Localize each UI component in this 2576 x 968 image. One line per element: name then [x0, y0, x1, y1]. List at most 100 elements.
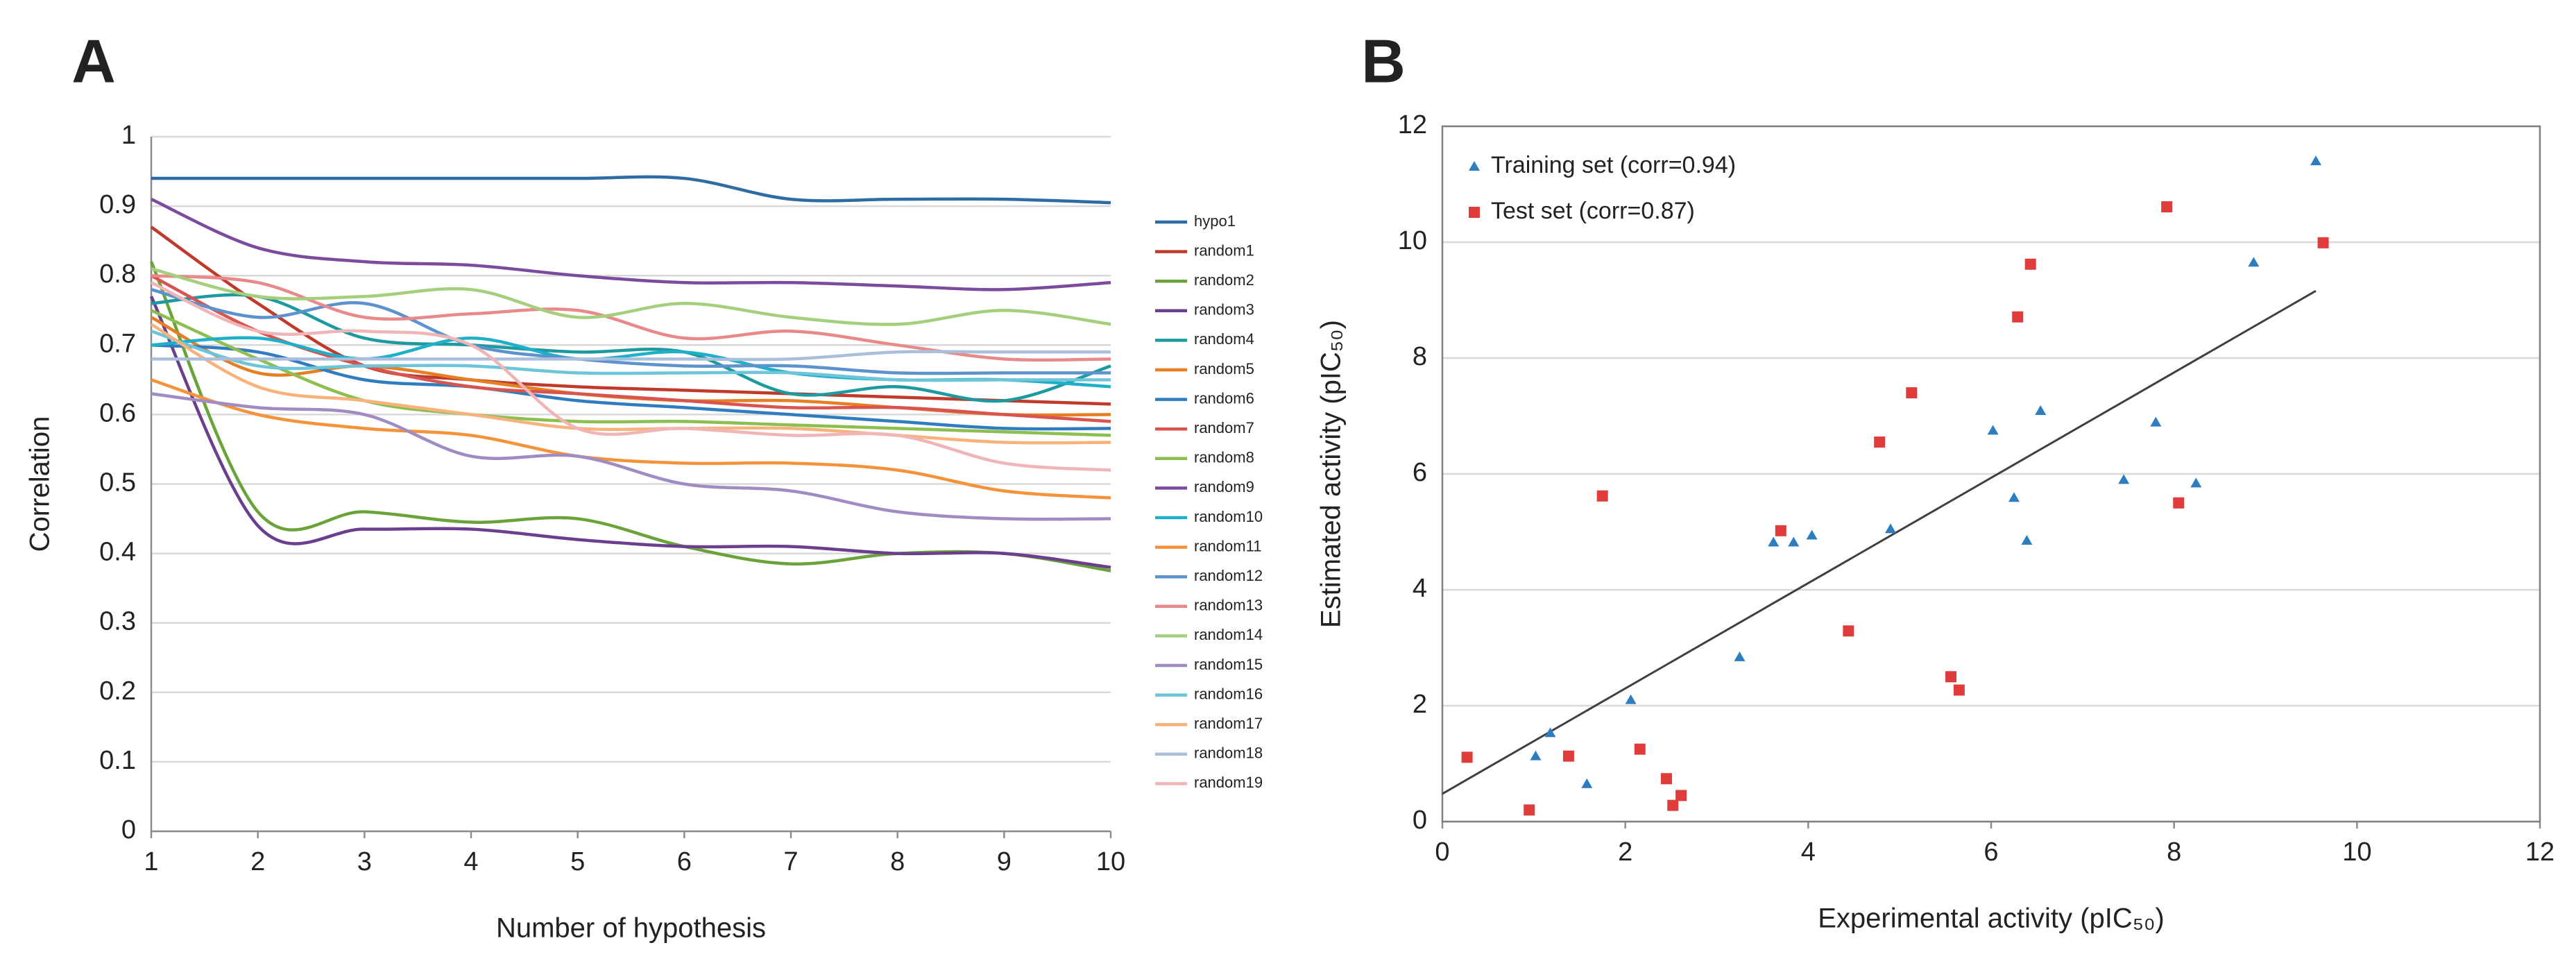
square-marker — [1562, 750, 1574, 762]
legend-label: random7 — [1194, 419, 1254, 436]
square-marker — [2161, 201, 2173, 213]
series-line — [151, 343, 1111, 431]
legend-label: random18 — [1194, 745, 1263, 762]
series-line — [151, 267, 1111, 326]
y-axis-label: Correlation — [25, 416, 56, 552]
y-tick-label: 0.8 — [99, 260, 136, 289]
y-tick-label: 0.7 — [99, 329, 136, 358]
triangle-marker — [1806, 529, 1818, 540]
y-tick-label: 0.1 — [99, 746, 136, 775]
y-tick-label: 10 — [1398, 226, 1427, 255]
triangle-marker — [1581, 778, 1593, 788]
legend-label: random14 — [1194, 626, 1263, 643]
series-line — [151, 175, 1111, 205]
legend-label: random1 — [1194, 241, 1254, 259]
legend-label: random3 — [1194, 301, 1254, 319]
y-tick-label: 1 — [121, 121, 136, 150]
x-tick-label: 12 — [2525, 838, 2554, 867]
x-tick-label: 7 — [783, 847, 798, 876]
triangle-marker — [2190, 477, 2202, 488]
square-marker — [1461, 752, 1473, 763]
square-marker — [1945, 671, 1956, 683]
legend-label: random4 — [1194, 330, 1254, 348]
x-tick-label: 3 — [357, 847, 372, 876]
triangle-marker — [1530, 750, 1542, 761]
x-tick-label: 5 — [570, 847, 585, 876]
legend-label: random5 — [1194, 360, 1254, 377]
y-tick-label: 8 — [1413, 342, 1427, 371]
triangle-marker — [2118, 474, 2130, 484]
y-tick-label: 12 — [1398, 110, 1427, 139]
x-axis-label: Number of hypothesis — [496, 913, 766, 944]
triangle-marker — [2310, 155, 2322, 166]
y-tick-label: 0.4 — [99, 538, 136, 567]
triangle-marker — [2021, 535, 2033, 545]
x-tick-label: 1 — [144, 847, 158, 876]
x-tick-label: 8 — [2167, 838, 2181, 867]
triangle-marker — [2248, 257, 2260, 267]
legend-label: random10 — [1194, 508, 1263, 525]
series-line — [151, 198, 1111, 291]
square-marker — [1634, 743, 1646, 755]
triangle-marker — [1884, 523, 1896, 534]
legend-label: random8 — [1194, 449, 1254, 466]
y-tick-label: 0.9 — [99, 190, 136, 219]
y-tick-label: 0.6 — [99, 398, 136, 427]
square-marker — [2024, 258, 2036, 270]
y-tick-label: 0 — [121, 815, 136, 844]
y-axis-label: Estimated activity (pIC₅₀) — [1316, 320, 1347, 628]
legend-label: random11 — [1194, 537, 1261, 554]
legend-label: random9 — [1194, 478, 1254, 495]
x-tick-label: 10 — [1096, 847, 1125, 876]
x-tick-label: 8 — [890, 847, 905, 876]
triangle-marker — [2150, 416, 2162, 427]
square-marker — [1874, 436, 1886, 448]
legend-label: random2 — [1194, 271, 1254, 289]
x-tick-label: 4 — [463, 847, 478, 876]
legend-label: random19 — [1194, 774, 1263, 791]
triangle-marker — [1788, 536, 1800, 547]
legend-marker — [1469, 207, 1480, 218]
square-marker — [1906, 387, 1918, 399]
y-tick-label: 2 — [1413, 690, 1427, 719]
legend-label: random13 — [1194, 597, 1263, 614]
square-marker — [1524, 804, 1535, 816]
triangle-marker — [1734, 651, 1746, 661]
legend-label: random12 — [1194, 567, 1263, 584]
series-line — [151, 281, 1111, 472]
legend-label: random16 — [1194, 685, 1263, 702]
legend-label: hypo1 — [1194, 212, 1236, 230]
legend-label: random6 — [1194, 389, 1254, 407]
x-tick-label: 6 — [677, 847, 692, 876]
plot-frame — [1441, 125, 2541, 823]
triangle-marker — [2035, 405, 2047, 415]
square-marker — [1775, 525, 1786, 536]
square-marker — [1660, 773, 1672, 785]
x-tick-label: 2 — [1618, 838, 1632, 867]
series-line — [151, 378, 1111, 500]
legend-label: random15 — [1194, 656, 1263, 673]
series-line — [151, 288, 1111, 375]
trend-line — [1442, 289, 2317, 795]
x-tick-label: 0 — [1435, 838, 1449, 867]
triangle-marker — [2008, 492, 2020, 502]
series-line — [150, 323, 1111, 445]
y-tick-label: 4 — [1413, 574, 1427, 603]
x-axis-label: Experimental activity (pIC₅₀) — [1818, 903, 2165, 934]
series-line — [151, 293, 1111, 403]
triangle-marker — [1768, 536, 1780, 547]
series-line — [151, 330, 1111, 382]
square-marker — [1675, 790, 1687, 801]
x-tick-label: 4 — [1801, 838, 1816, 867]
panel-label: A — [71, 26, 116, 95]
square-marker — [2012, 311, 2024, 323]
square-marker — [1953, 684, 1965, 696]
x-tick-label: 10 — [2342, 838, 2371, 867]
x-tick-label: 9 — [997, 847, 1012, 876]
y-tick-label: 6 — [1413, 458, 1427, 487]
legend-label: random17 — [1194, 715, 1263, 732]
y-tick-label: 0.2 — [99, 677, 136, 706]
legend-marker — [1469, 161, 1480, 171]
